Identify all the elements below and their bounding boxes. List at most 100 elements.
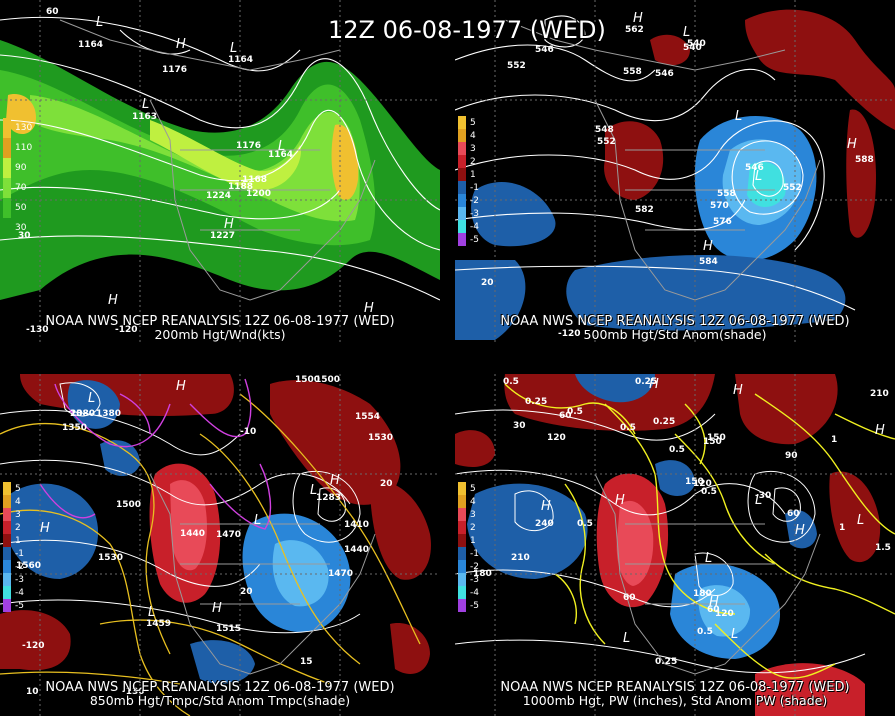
legend-swatch — [458, 573, 466, 586]
high-pressure-marker: H — [733, 383, 743, 398]
contour-value-label: 1380 — [96, 409, 121, 419]
legend-swatch — [458, 233, 466, 246]
contour-value-label: 20 — [70, 409, 83, 419]
low-pressure-marker: L — [683, 25, 690, 40]
low-pressure-marker: L — [230, 41, 237, 56]
low-pressure-marker: L — [88, 391, 95, 406]
contour-value-label: 588 — [855, 155, 874, 165]
legend-swatch — [458, 495, 466, 508]
anom-blue-south — [566, 255, 846, 331]
pw-anom-blue-west — [467, 483, 588, 579]
legend-swatch — [3, 547, 11, 560]
low-pressure-marker: L — [755, 169, 762, 184]
low-pressure-marker: L — [735, 109, 742, 124]
contour-value-label: 30 — [18, 231, 31, 241]
contour-value-label: 1470 — [328, 569, 353, 579]
legend-label: 1 — [470, 169, 476, 180]
contour-value-label: 210 — [511, 553, 530, 563]
legend-swatch — [3, 198, 11, 218]
high-pressure-marker: H — [108, 293, 118, 308]
legend-label: 130 — [15, 123, 33, 133]
legend-label: -5 — [15, 600, 24, 611]
anom-red-north — [650, 34, 690, 66]
contour-value-label: 546 — [745, 163, 764, 173]
legend-label: -2 — [470, 195, 479, 206]
legend-swatch — [458, 129, 466, 142]
high-pressure-marker: H — [633, 11, 643, 26]
legend-swatch — [3, 560, 11, 573]
coastlines-200 — [59, 19, 376, 301]
pw-anom-bright-center — [616, 500, 654, 586]
low-pressure-marker: L — [755, 493, 762, 508]
low-pressure-marker: L — [705, 551, 712, 566]
contour-value-label: 210 — [870, 389, 889, 399]
contour-value-label: 582 — [635, 205, 654, 215]
legend-label: 110 — [15, 143, 33, 153]
contour-value-label: 546 — [535, 45, 554, 55]
contour-value-label: 1380 — [70, 409, 95, 419]
high-pressure-marker: H — [40, 521, 50, 536]
legend-label: -4 — [15, 587, 24, 598]
contour-value-label: 1164 — [228, 55, 253, 65]
contour-value-label: 1459 — [146, 619, 171, 629]
legend-label: 4 — [470, 130, 476, 141]
contour-value-label: 60 — [787, 509, 800, 519]
high-pressure-marker: H — [847, 137, 857, 152]
legend-swatch — [458, 207, 466, 220]
legend-swatch — [458, 508, 466, 521]
legend-swatch — [3, 599, 11, 612]
contour-value-label: 548 — [595, 125, 614, 135]
lat-lon-grid-1000 — [455, 374, 895, 716]
legend-label: 5 — [470, 483, 476, 494]
contour-value-label: 0.5 — [701, 487, 717, 497]
legend-swatch — [458, 116, 466, 129]
temp-anom-blue-nw — [67, 380, 120, 429]
high-pressure-marker: H — [795, 523, 805, 538]
legend-swatch — [3, 495, 11, 508]
contour-value-label: 180 — [693, 589, 712, 599]
contour-value-label: 1176 — [236, 141, 261, 151]
contour-value-label: 552 — [597, 137, 616, 147]
legend-swatch — [3, 521, 11, 534]
legend-label: -3 — [15, 574, 24, 585]
legend-label: 2 — [470, 522, 476, 533]
contour-value-label: 150 — [703, 437, 722, 447]
high-pressure-marker: H — [212, 601, 222, 616]
low-pressure-marker: L — [278, 139, 285, 154]
legend-swatch — [3, 508, 11, 521]
labels-200mb: 1164 1176 1164 1176 1164 1168 1200 1224 1227 1188… — [18, 7, 374, 335]
labels-500mb: 562 540 546 552 558 546 540 552 548 588 546 558 570 5… — [481, 11, 874, 339]
contour-value-label: 0.25 — [635, 377, 657, 387]
contour-value-label: 150 — [707, 433, 726, 443]
legend-label: 1 — [15, 535, 21, 546]
pw-anom-red-west — [455, 430, 495, 467]
legend-label: 4 — [15, 496, 21, 507]
legend-label: -2 — [15, 561, 24, 572]
contour-value-label: 562 — [625, 25, 644, 35]
legend-label: -2 — [470, 561, 479, 572]
contour-value-label: -30 — [755, 491, 771, 501]
jet-max — [331, 124, 359, 200]
legend-swatch — [3, 482, 11, 495]
contour-value-label: 20 — [380, 479, 393, 489]
legend-swatch — [3, 138, 11, 158]
legend-label: 90 — [15, 163, 27, 173]
legend-label: -1 — [470, 182, 479, 193]
contour-value-label: -120 — [558, 329, 581, 339]
low-pressure-marker: L — [148, 605, 155, 620]
contour-value-label: 60 — [559, 411, 572, 421]
high-pressure-marker: H — [703, 239, 713, 254]
contour-value-label: 90 — [785, 451, 798, 461]
pw-anom-red-north — [504, 374, 715, 431]
contour-value-label: 1188 — [228, 182, 253, 192]
high-pressure-marker: H — [176, 37, 186, 52]
legend-swatch — [458, 194, 466, 207]
legend-label: 4 — [470, 496, 476, 507]
contour-value-label: 1227 — [210, 231, 235, 241]
precipitable-water-contours — [504, 383, 895, 679]
contour-value-label: 0.25 — [653, 417, 675, 427]
main-title: 12Z 06-08-1977 (WED) — [328, 16, 606, 44]
contour-value-label: 10 — [26, 687, 39, 697]
legend-label: -5 — [470, 234, 479, 245]
legend-swatch — [3, 534, 11, 547]
